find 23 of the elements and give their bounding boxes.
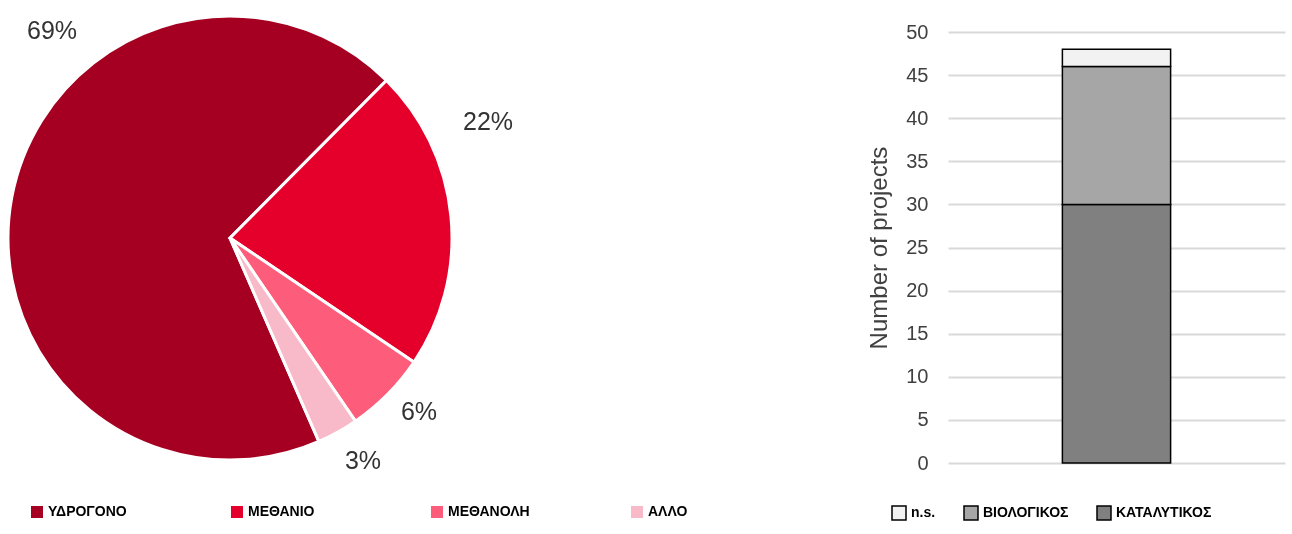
y-tick-label: 45 xyxy=(906,63,929,86)
y-tick-label: 30 xyxy=(906,192,929,215)
y-axis-title: Number of projects xyxy=(865,146,893,350)
data-label: 22% xyxy=(462,107,514,135)
y-tick-label: 15 xyxy=(906,322,929,345)
y-tick-label: 35 xyxy=(906,149,929,172)
y-tick-label: 40 xyxy=(906,106,929,129)
data-label: 6% xyxy=(400,397,438,425)
y-tick-label: 50 xyxy=(906,20,929,43)
legend-label: ΥΔΡΟΓΟΝΟ xyxy=(48,503,127,519)
y-tick-label: 25 xyxy=(906,236,929,258)
data-label: 69% xyxy=(26,16,78,44)
legend-label: n.s. xyxy=(911,504,936,520)
legend-label: ΒΙΟΛΟΓΙΚΟΣ xyxy=(983,504,1069,520)
y-tick-label: 5 xyxy=(917,408,929,431)
y-tick-label: 10 xyxy=(906,365,929,388)
legend-label: ΚΑΤΑΛΥΤΙΚΟΣ xyxy=(1116,504,1212,520)
data-label: 3% xyxy=(344,446,382,474)
legend-label: ΑΛΛΟ xyxy=(648,503,688,519)
y-tick-label: 0 xyxy=(917,451,929,474)
legend-label: ΜΕΘΑΝΟΛΗ xyxy=(448,503,530,519)
y-tick-label: 20 xyxy=(906,279,929,302)
legend-label: ΜΕΘΑΝΙΟ xyxy=(248,503,315,519)
